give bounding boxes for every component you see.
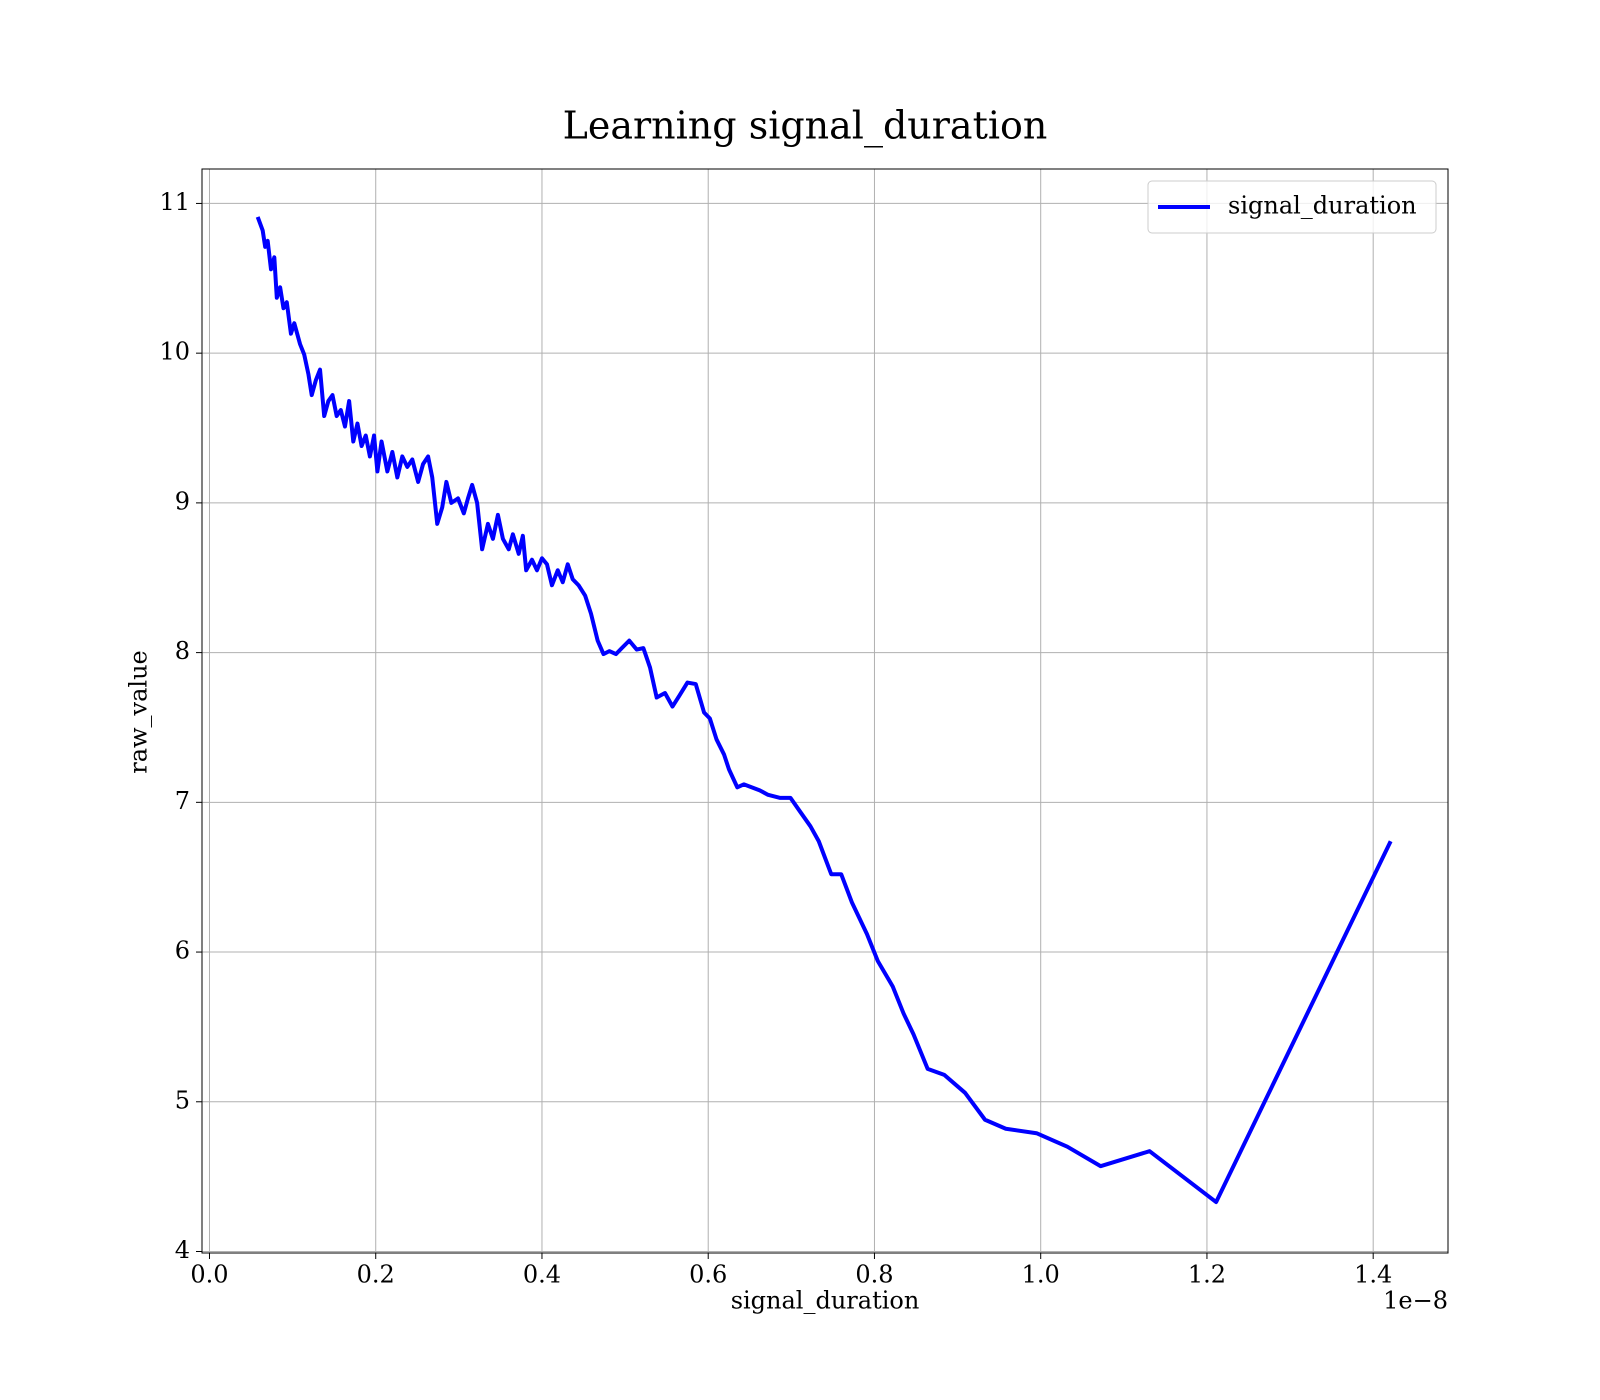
legend-box <box>1147 180 1437 234</box>
y-tick-label: 8 <box>175 637 190 665</box>
y-tick-label: 7 <box>175 787 190 815</box>
x-tick-label: 0.6 <box>689 1261 727 1289</box>
y-tick-label: 5 <box>175 1086 190 1114</box>
x-tick-label: 0.0 <box>190 1261 228 1289</box>
plot-frame <box>201 168 1449 1254</box>
x-tick-label: 0.4 <box>523 1261 561 1289</box>
y-tick-label: 9 <box>175 487 190 515</box>
x-tick-label: 1.4 <box>1354 1261 1392 1289</box>
y-tick-label: 11 <box>159 188 190 216</box>
chart-title: Learning signal_duration <box>563 104 1048 149</box>
x-offset-label: 1e−8 <box>1383 1287 1448 1315</box>
x-tick-label: 0.2 <box>357 1261 395 1289</box>
x-axis-label: signal_duration <box>731 1287 920 1315</box>
x-tick-label: 1.2 <box>1188 1261 1226 1289</box>
y-tick-label: 6 <box>175 937 190 965</box>
legend-label: signal_duration <box>1228 192 1417 220</box>
line <box>255 216 1393 1205</box>
y-axis-label: raw_value <box>125 650 153 774</box>
x-tick-label: 0.8 <box>855 1261 893 1289</box>
y-tick-label: 4 <box>175 1236 190 1264</box>
y-tick-label: 10 <box>159 338 190 366</box>
x-tick-label: 1.0 <box>1022 1261 1060 1289</box>
